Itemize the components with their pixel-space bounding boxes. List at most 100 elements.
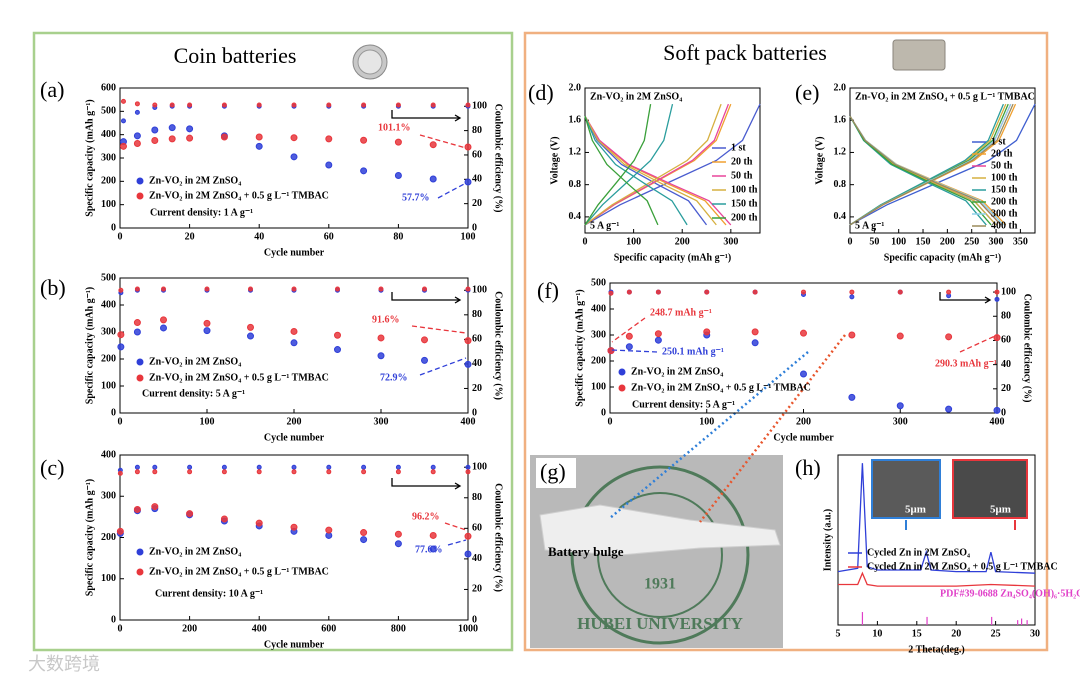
emblem-year: 1931 (644, 576, 676, 593)
x-tick-label: 0 (583, 236, 588, 247)
x-tick-label: 300 (723, 236, 738, 247)
capacity-point (751, 339, 759, 347)
annotation: Current density: 5 A g⁻¹ (142, 388, 245, 399)
capacity-point (117, 331, 125, 339)
efficiency-point (994, 289, 1000, 295)
x-tick-label: 300 (374, 416, 389, 427)
y-axis-label: Specific capacity (mAh g⁻¹) (574, 289, 585, 406)
legend-label: Zn-VO₂ in 2M ZnSO₄ (149, 546, 241, 557)
legend-label: 1 st (991, 136, 1006, 147)
capacity-point (429, 545, 437, 553)
efficiency-point (256, 464, 262, 470)
x-axis-label: Cycle number (264, 432, 325, 443)
y2-tick-label: 60 (472, 523, 482, 534)
y-tick-label: 400 (101, 299, 116, 310)
capacity-point (325, 526, 333, 534)
x-tick-label: 400 (252, 623, 267, 634)
efficiency-point (704, 289, 710, 295)
efficiency-point (187, 469, 193, 475)
efficiency-point (161, 286, 166, 292)
y2-tick-label: 20 (472, 198, 482, 209)
efficiency-point (187, 464, 193, 470)
annotation-arrow (447, 539, 467, 546)
y-tick-label: 300 (591, 329, 606, 340)
capacity-point (896, 332, 904, 340)
capacity-point (464, 532, 472, 540)
efficiency-point (291, 286, 297, 292)
capacity-point (394, 172, 402, 179)
efficiency-point (655, 289, 661, 295)
legend-label: 400 th (991, 220, 1018, 231)
photo-panel: 1931 HUBEI UNIVERSITY Battery bulge (g) (530, 455, 783, 648)
y-tick-label: 100 (101, 573, 116, 584)
efficiency-point (465, 102, 471, 108)
efficiency-point (430, 102, 436, 108)
x-tick-label: 350 (1013, 236, 1028, 247)
capacity-point (945, 405, 953, 413)
efficiency-point (465, 464, 471, 470)
legend-label: 300 th (991, 208, 1018, 219)
data-line (584, 103, 761, 226)
x-tick-label: 800 (391, 623, 406, 634)
capacity-point (220, 133, 228, 141)
efficiency-point (801, 289, 806, 295)
capacity-point (186, 510, 194, 518)
capacity-point (325, 161, 333, 169)
capacity-point (334, 346, 341, 354)
capacity-point (394, 540, 402, 548)
x-tick-label: 100 (699, 416, 714, 427)
x-tick-label: 0 (848, 236, 853, 247)
annotation: 250.1 mAh g⁻¹ (662, 346, 724, 357)
legend-symbol (136, 374, 144, 382)
y-tick-label: 500 (591, 277, 606, 288)
panel-label: (d) (528, 80, 554, 105)
annotation: Zn-VO₂ in 2M ZnSO₄ (590, 91, 682, 102)
x-axis-label: Specific capacity (mAh g⁻¹) (884, 252, 1001, 263)
efficiency-point (204, 286, 210, 292)
annotation: Zn-VO₂ in 2M ZnSO₄ + 0.5 g L⁻¹ TMBAC (855, 91, 1035, 102)
legend-symbol (136, 548, 144, 556)
capacity-point (290, 339, 298, 347)
x-tick-label: 200 (675, 236, 690, 247)
efficiency-point (326, 464, 332, 470)
y2-tick-label: 80 (472, 309, 482, 320)
x-axis-label: Cycle number (264, 639, 325, 650)
panel-label: (c) (40, 455, 64, 480)
y2-tick-label: 20 (472, 383, 482, 394)
efficiency-point (256, 102, 262, 108)
capacity-point (290, 327, 298, 335)
x-tick-label: 15 (912, 628, 922, 639)
axis-arrow (939, 292, 992, 304)
y2-tick-label: 60 (1001, 335, 1011, 346)
capacity-point (464, 143, 472, 151)
annotation-arrow (611, 317, 646, 343)
x-tick-label: 60 (324, 231, 334, 242)
data-line (849, 103, 1014, 226)
x-tick-label: 200 (287, 416, 302, 427)
y2-tick-label: 100 (472, 101, 487, 112)
efficiency-point (752, 289, 758, 295)
x-tick-label: 25 (991, 628, 1001, 639)
y2-tick-label: 80 (472, 125, 482, 136)
sem-inset (952, 459, 1028, 519)
capacity-point (421, 336, 428, 344)
legend-label: 20 th (731, 156, 753, 167)
x-tick-label: 10 (872, 628, 882, 639)
capacity-point (247, 323, 254, 331)
annotation-arrow (444, 522, 467, 531)
efficiency-point (134, 286, 140, 292)
y-tick-label: 300 (101, 491, 116, 502)
capacity-point (421, 356, 428, 364)
panel-label: (f) (537, 278, 559, 303)
capacity-point (133, 505, 141, 513)
label-background (536, 458, 576, 488)
x-tick-label: 200 (940, 236, 955, 247)
legend-label: 100 th (991, 172, 1018, 183)
capacity-point (160, 316, 167, 324)
x-tick-label: 250 (964, 236, 979, 247)
capacity-point (133, 132, 141, 140)
efficiency-point (626, 289, 632, 295)
efficiency-point (134, 101, 140, 107)
capacity-point (751, 328, 759, 336)
annotation: 5 A g⁻¹ (855, 220, 884, 231)
